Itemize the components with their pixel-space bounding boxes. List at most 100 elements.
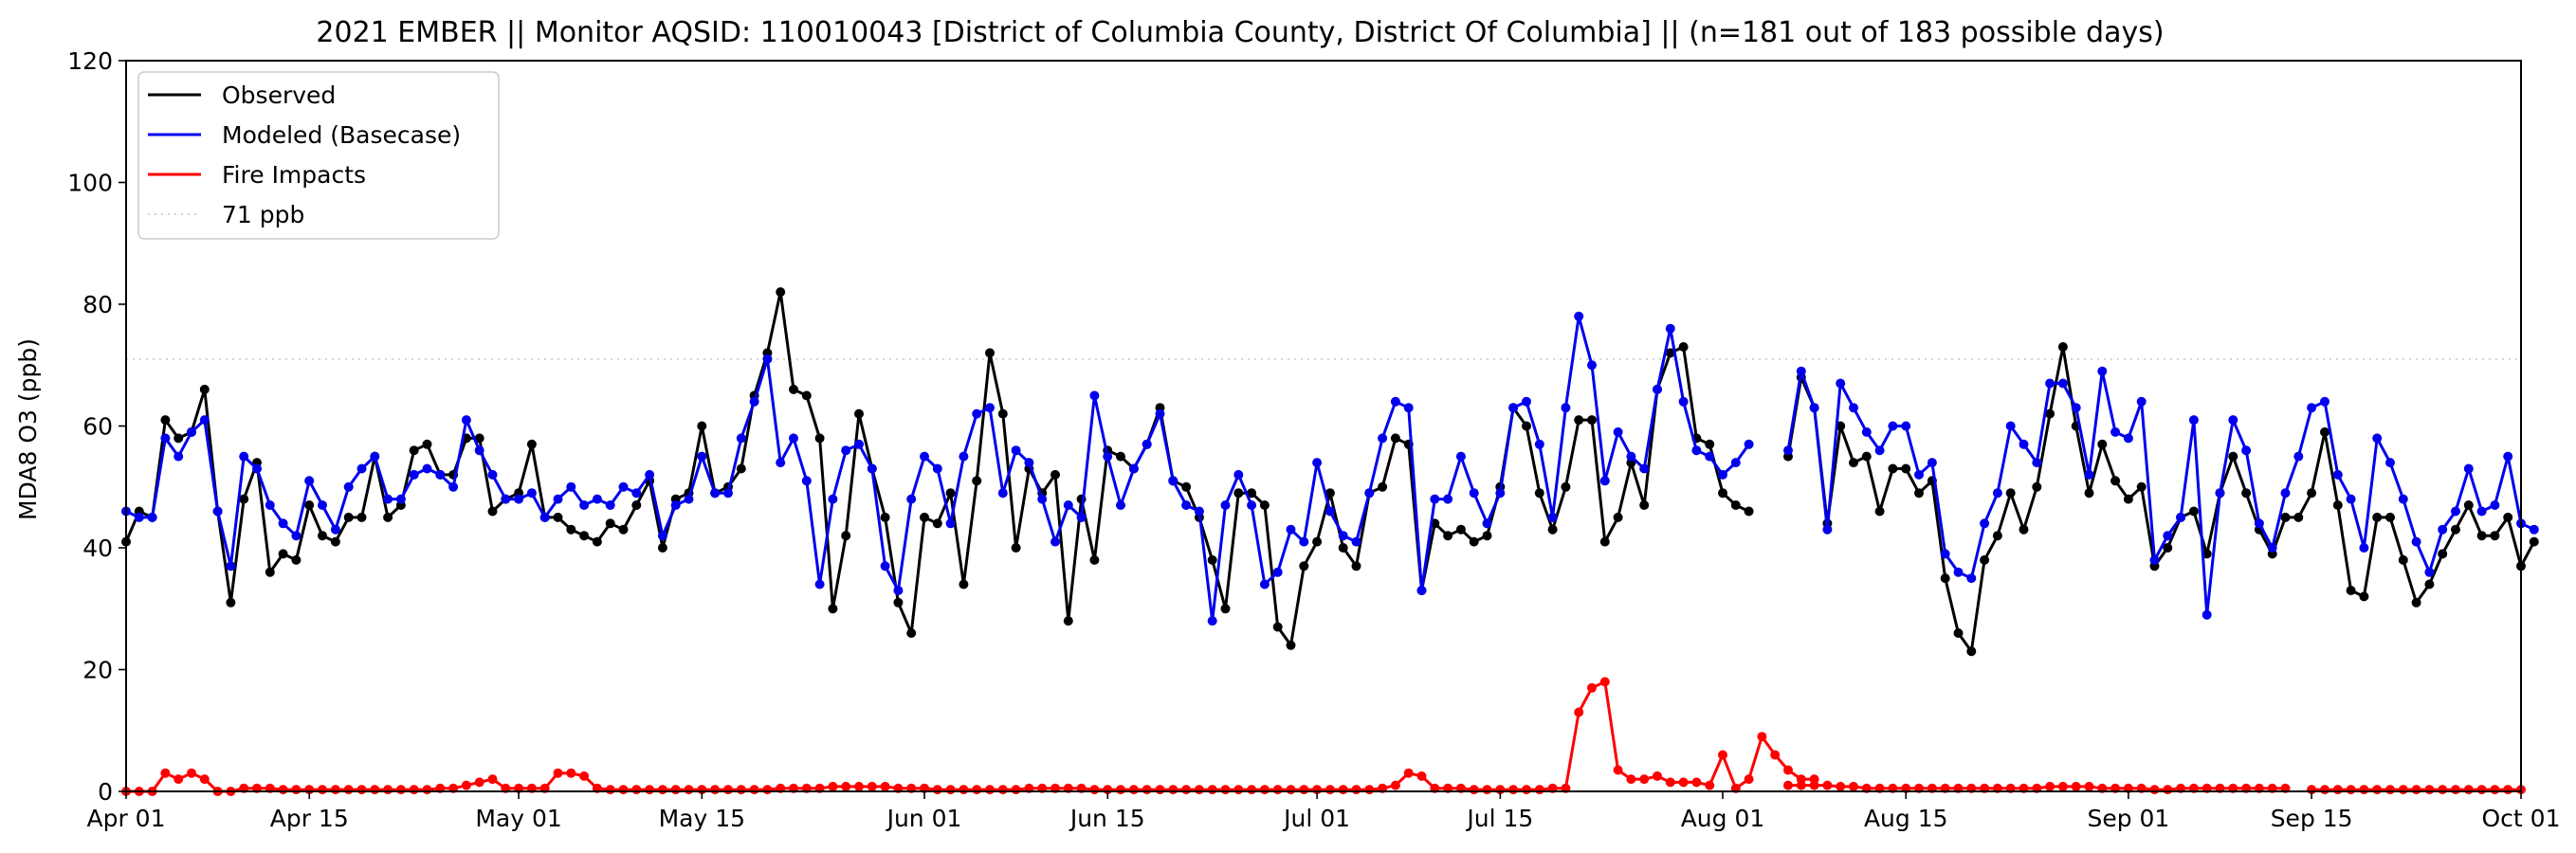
data-point bbox=[1220, 785, 1231, 795]
data-point bbox=[605, 518, 615, 529]
data-point bbox=[1063, 500, 1073, 510]
data-point bbox=[395, 785, 406, 795]
x-tick-label: May 15 bbox=[659, 805, 745, 832]
data-point bbox=[2071, 781, 2081, 791]
data-point bbox=[2385, 785, 2395, 795]
data-point bbox=[2280, 488, 2291, 499]
data-point bbox=[920, 451, 929, 462]
data-point bbox=[2201, 549, 2212, 559]
data-point bbox=[1390, 780, 1400, 790]
data-point bbox=[579, 500, 590, 510]
data-point bbox=[2385, 458, 2395, 468]
x-tick-label: Jul 15 bbox=[1465, 805, 1533, 832]
data-point bbox=[1809, 780, 1819, 790]
data-point bbox=[2332, 469, 2343, 480]
data-point bbox=[1940, 573, 1950, 584]
data-point bbox=[2045, 781, 2055, 791]
data-point bbox=[2267, 543, 2277, 553]
data-point bbox=[1639, 463, 1650, 474]
series-1 bbox=[121, 311, 2539, 626]
data-point bbox=[1325, 506, 1335, 517]
data-point bbox=[2476, 506, 2487, 517]
data-point bbox=[265, 567, 275, 577]
data-point bbox=[945, 785, 956, 795]
data-point bbox=[670, 785, 681, 795]
data-point bbox=[422, 439, 432, 449]
data-point bbox=[1050, 536, 1060, 547]
data-point bbox=[684, 494, 694, 504]
data-point bbox=[1783, 445, 1793, 456]
data-point bbox=[1128, 463, 1139, 474]
data-point bbox=[1599, 476, 1610, 486]
data-point bbox=[174, 451, 184, 462]
data-point bbox=[1587, 415, 1597, 426]
data-point bbox=[1416, 771, 1427, 781]
data-point bbox=[1050, 469, 1060, 480]
series-line bbox=[1786, 345, 2536, 653]
data-point bbox=[474, 433, 484, 444]
data-point bbox=[2490, 531, 2500, 541]
data-point bbox=[997, 785, 1008, 795]
data-point bbox=[1325, 488, 1335, 499]
data-point bbox=[657, 531, 667, 541]
legend-label: Fire Impacts bbox=[222, 161, 366, 189]
data-point bbox=[2057, 378, 2068, 389]
data-point bbox=[631, 488, 642, 499]
data-point bbox=[2280, 512, 2291, 522]
data-point bbox=[1495, 488, 1506, 499]
data-point bbox=[697, 421, 707, 431]
data-point bbox=[828, 781, 838, 791]
x-tick-label: Aug 01 bbox=[1681, 805, 1765, 832]
data-point bbox=[174, 774, 184, 785]
data-point bbox=[1966, 646, 1977, 657]
data-point bbox=[1037, 494, 1048, 504]
data-point bbox=[723, 785, 733, 795]
data-point bbox=[1443, 494, 1453, 504]
series-2 bbox=[121, 677, 2526, 796]
data-point bbox=[1822, 780, 1833, 790]
data-point bbox=[1574, 415, 1584, 426]
data-point bbox=[736, 433, 746, 444]
data-point bbox=[1207, 554, 1217, 565]
data-point bbox=[985, 348, 995, 358]
data-point bbox=[814, 579, 825, 590]
data-point bbox=[1836, 781, 1846, 791]
data-point bbox=[187, 768, 196, 778]
data-point bbox=[435, 469, 446, 480]
series-line bbox=[1786, 370, 2535, 617]
data-point bbox=[2411, 597, 2421, 608]
data-point bbox=[1849, 403, 1858, 413]
data-point bbox=[801, 476, 812, 486]
data-point bbox=[1207, 785, 1217, 795]
data-point bbox=[2332, 500, 2343, 510]
data-point bbox=[1927, 458, 1937, 468]
data-point bbox=[854, 781, 864, 791]
data-point bbox=[1469, 785, 1479, 795]
data-point bbox=[2045, 408, 2055, 419]
data-point bbox=[174, 433, 184, 444]
data-point bbox=[1678, 342, 1689, 352]
data-point bbox=[1705, 439, 1715, 449]
data-point bbox=[409, 469, 419, 480]
y-tick-label: 0 bbox=[98, 778, 113, 806]
data-point bbox=[2424, 785, 2435, 795]
data-point bbox=[1455, 451, 1466, 462]
data-point bbox=[1155, 408, 1165, 419]
data-point bbox=[2084, 781, 2094, 791]
data-point bbox=[1914, 488, 1924, 499]
x-tick-label: Sep 15 bbox=[2271, 805, 2353, 832]
data-point bbox=[867, 781, 877, 791]
data-point bbox=[1561, 403, 1571, 413]
data-point bbox=[579, 771, 590, 781]
data-point bbox=[1980, 554, 1990, 565]
data-point bbox=[2424, 579, 2435, 590]
data-point bbox=[618, 524, 629, 535]
data-point bbox=[2411, 536, 2421, 547]
data-point bbox=[1181, 481, 1192, 492]
data-point bbox=[631, 500, 642, 510]
x-axis: Apr 01 Apr 15 May 01 May 15 Jun 01 Jun 15 Jul … bbox=[86, 791, 2560, 832]
data-point bbox=[474, 445, 484, 456]
data-point bbox=[1796, 366, 1806, 376]
data-point bbox=[1233, 469, 1244, 480]
data-point bbox=[1155, 785, 1165, 795]
